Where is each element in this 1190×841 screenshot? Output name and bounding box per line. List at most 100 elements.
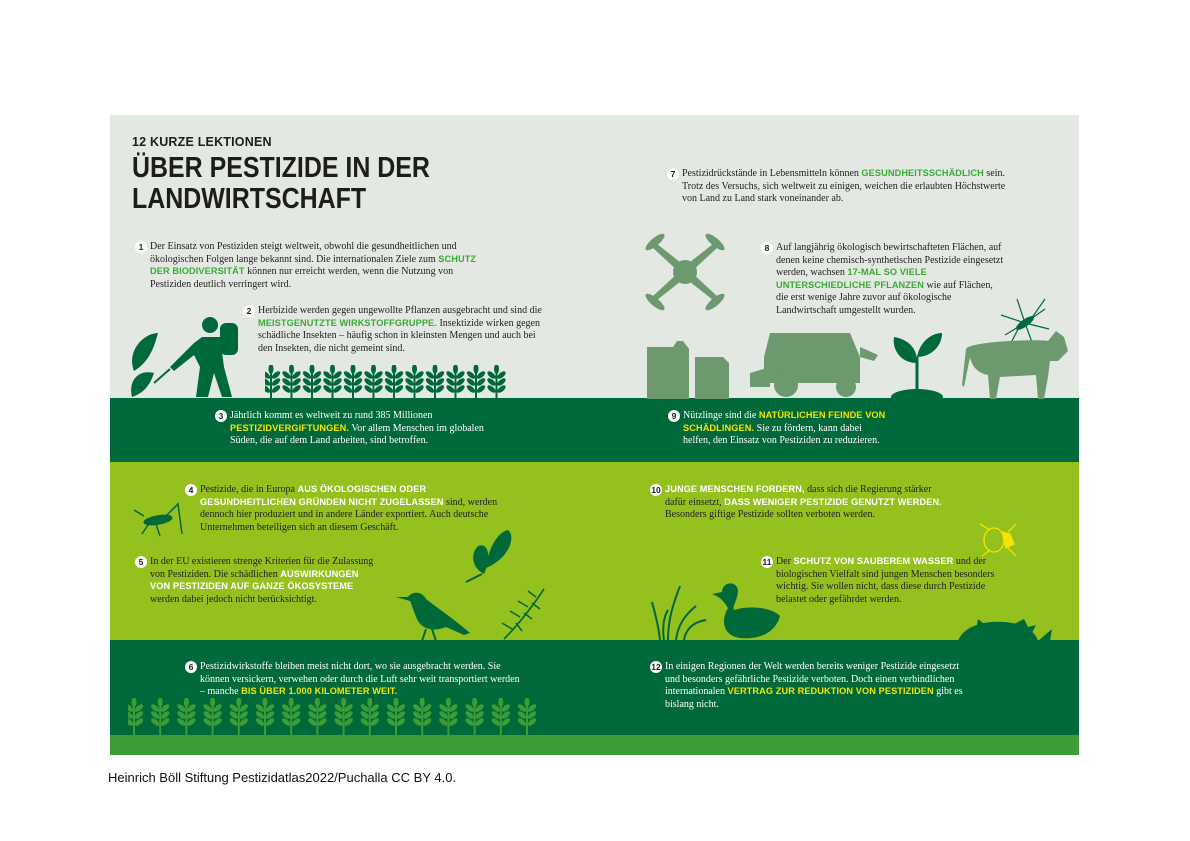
fern-icon <box>501 588 545 640</box>
lesson-text: Besonders giftige Pestizide sollten verb… <box>665 509 875 521</box>
lesson-8: 8 Auf langjährig ökologisch bewirtschafte… <box>761 242 1006 318</box>
lesson-4: 4 Pestizide, die in Europa AUS ÖKOLOGISCH… <box>185 484 520 534</box>
lesson-text: gibt es bislang nicht. <box>665 686 963 710</box>
lesson-6: 6 Pestizidwirkstoffe bleiben meist nicht … <box>185 661 520 699</box>
lesson-text: Nützlinge sind die <box>683 410 759 421</box>
wheat-stalk-icon <box>491 698 510 735</box>
wheat-stalk-icon <box>384 365 404 399</box>
wheat-row-bottom-icon <box>128 698 537 735</box>
lesson-text: und der biologischen Vielfalt sind junge… <box>776 556 995 605</box>
lesson-text: Vor allem Menschen im globalen Süden, di… <box>230 422 484 447</box>
highlight-text: DASS WENIGER PESTIZIDE GENUTZT WERDEN. <box>724 496 942 507</box>
wheat-stalk-icon <box>487 365 506 399</box>
wheat-stalk-icon <box>334 698 353 735</box>
wheat-stalk-icon <box>425 365 445 399</box>
wheat-stalk-icon <box>255 698 275 735</box>
light-band <box>110 115 1079 398</box>
highlight-text: JUNGE MENSCHEN FORDERN, <box>665 484 805 494</box>
wheat-stalk-icon <box>413 698 432 735</box>
lesson-text: Sie zu fördern, kann dabei helfen, den E… <box>683 422 880 447</box>
wheat-stalk-icon <box>439 698 458 735</box>
lesson-9: 9 Nützlinge sind die NATÜRLICHEN FEINDE V… <box>668 410 888 448</box>
lesson-11: 11 Der SCHUTZ VON SAUBEREM WASSER und der… <box>761 556 1006 606</box>
lesson-number-badge: 10 <box>650 484 662 496</box>
wheat-stalk-icon <box>405 365 424 399</box>
page-title: ÜBER PESTIZIDE IN DER LANDWIRTSCHAFT <box>132 153 476 215</box>
lesson-text: dass sich die Regierung stärker dafür ei… <box>665 484 932 508</box>
wheat-stalk-icon <box>465 698 484 735</box>
wheat-stalk-icon <box>177 698 196 735</box>
duck-icon <box>712 583 780 639</box>
ladybug-icon <box>979 523 1017 557</box>
lime-band <box>110 462 1079 640</box>
wheat-stalk-icon <box>323 365 342 399</box>
highlight-text: PESTIZIDVERGIFTUNGEN. <box>230 422 349 433</box>
lesson-number-badge: 7 <box>667 168 679 180</box>
title-line: LANDWIRTSCHAFT <box>132 183 367 215</box>
highlight-text: AUSWIRKUNGEN VON PESTIZIDEN AUF GANZE ÖK… <box>150 568 359 592</box>
lesson-number-badge: 9 <box>668 410 680 422</box>
bird-icon <box>396 592 470 641</box>
lesson-text: Der Einsatz von Pestiziden steigt weltwe… <box>150 241 457 265</box>
wheat-stalk-icon <box>203 698 222 735</box>
wheat-stalk-icon <box>364 365 383 399</box>
lesson-text: sind, werden dennoch hier produziert und… <box>200 496 498 533</box>
mosquito-icon <box>1000 298 1050 348</box>
highlight-text: VERTRAG ZUR REDUKTION VON PESTIZIDEN <box>727 686 934 697</box>
wheat-stalk-icon <box>265 365 281 399</box>
lesson-text: Jährlich kommt es weltweit zu rund 385 M… <box>230 410 433 421</box>
lesson-text: In einigen Regionen der Welt werden bere… <box>665 661 960 698</box>
wheat-stalk-icon <box>517 698 537 735</box>
harvester-icon <box>750 333 878 397</box>
wheat-stalk-icon <box>446 365 465 399</box>
highlight-text: GESUNDHEITSSCHÄDLICH <box>861 168 984 178</box>
lesson-number-badge: 4 <box>185 484 197 496</box>
lesson-1: 1 Der Einsatz von Pestiziden steigt weltw… <box>135 241 495 291</box>
lesson-text: Insektizide wirken gegen schädliche Inse… <box>258 317 540 354</box>
lesson-text: In der EU existieren strenge Kriterien f… <box>150 556 374 580</box>
lesson-3: 3 Jährlich kommt es weltweit zu rund 385 … <box>215 410 490 448</box>
wasp-icon <box>665 655 689 677</box>
lesson-5: 5 In der EU existieren strenge Kriterien … <box>135 556 380 606</box>
wheat-stalk-icon <box>466 365 486 399</box>
lesson-text: Herbizide werden gegen ungewollte Pflanz… <box>258 305 542 316</box>
wheat-row-icon <box>265 365 506 399</box>
dark-band-top <box>110 398 1079 462</box>
cow-icon <box>962 331 1068 399</box>
highlight-text: BIS ÜBER 1.000 KILOMETER WEIT. <box>241 686 398 697</box>
ground-strip <box>110 735 1079 755</box>
highlight-text: AUS ÖKOLOGISCHEN ODER GESUNDHEITLICHEN G… <box>200 484 444 507</box>
wheat-stalk-icon <box>128 698 144 735</box>
lesson-number-badge: 6 <box>185 661 197 673</box>
wheat-stalk-icon <box>308 698 327 735</box>
title-line: ÜBER PESTIZIDE IN DER <box>132 152 430 184</box>
fish-icon <box>958 621 1052 641</box>
wheat-stalk-icon <box>282 365 301 399</box>
lesson-10: 10 JUNGE MENSCHEN FORDERN, dass sich die … <box>650 484 955 522</box>
lesson-text: Auf langjährig ökologisch bewirtschaftet… <box>776 242 1004 279</box>
image-credit: Heinrich Böll Stiftung Pestizidatlas2022… <box>108 770 457 785</box>
highlight-text: MEISTGENUTZTE WIRKSTOFFGRUPPE. <box>258 317 437 328</box>
highlight-text: SCHUTZ DER BIODIVERSITÄT <box>150 253 477 277</box>
lesson-text: Pestizidwirkstoffe bleiben meist nicht d… <box>200 661 520 698</box>
lesson-2: 2 Herbizide werden gegen ungewollte Pflan… <box>243 305 548 355</box>
kicker: 12 KURZE LEKTIONEN <box>132 135 272 149</box>
wheat-stalk-icon <box>302 365 322 399</box>
lesson-text: können nur erreicht werden, wenn die Nut… <box>150 266 454 290</box>
highlight-text: SCHUTZ VON SAUBEREM WASSER <box>793 556 954 566</box>
lesson-number-badge: 5 <box>135 556 147 568</box>
lesson-7: 7 Pestizidrückstände in Lebensmitteln kön… <box>667 168 1012 206</box>
wheat-stalk-icon <box>386 698 406 735</box>
canisters-icon <box>647 341 729 399</box>
lesson-text: werden dabei jedoch nicht berücksichtigt… <box>150 593 317 605</box>
grasshopper-icon <box>134 502 183 537</box>
wheat-stalk-icon <box>343 365 363 399</box>
lesson-text: Pestizide, die in Europa <box>200 484 298 495</box>
sprout-icon <box>891 333 943 399</box>
lesson-text: Pestizidrückstände in Lebensmitteln könn… <box>682 168 862 179</box>
lesson-text: wie auf Flächen, die erst wenige Jahre z… <box>776 279 993 316</box>
drone-icon <box>645 233 725 311</box>
grass-icon <box>651 585 707 640</box>
farmer-sprayer-icon <box>131 317 238 397</box>
wheat-stalk-icon <box>360 698 379 735</box>
